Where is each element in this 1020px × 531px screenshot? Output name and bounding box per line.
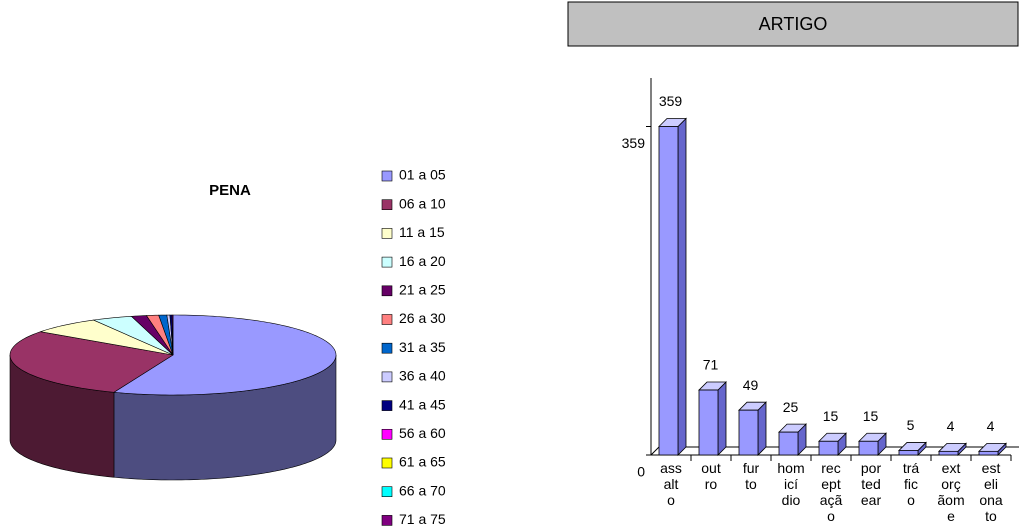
pie-slice <box>40 319 174 356</box>
legend-label: 31 a 35 <box>399 339 446 355</box>
y-tick-label: 359 <box>622 135 646 151</box>
legend-swatch <box>381 228 393 239</box>
x-tick-label: por ted ear <box>861 460 882 508</box>
x-tick-label: rec ept açã o <box>820 460 843 524</box>
data-label: 359 <box>659 93 683 109</box>
legend-label: 36 a 40 <box>399 368 446 384</box>
legend-swatch <box>381 285 393 297</box>
title-box <box>567 1 1019 47</box>
x-tick-label: ext orç ãom e <box>937 460 964 524</box>
x-tick-label: est eli ona to <box>979 460 1003 524</box>
legend-label: 61 a 65 <box>399 454 446 470</box>
legend-swatch <box>381 199 393 210</box>
pie-slice <box>92 316 174 356</box>
legend-label: 21 a 25 <box>399 282 446 298</box>
legend-label: 16 a 20 <box>399 253 446 269</box>
legend-swatch <box>381 486 393 498</box>
legend-label: 56 a 60 <box>399 425 446 441</box>
x-tick-label: hom icí dio <box>777 460 804 508</box>
legend-swatch <box>381 400 393 411</box>
data-label: 4 <box>987 418 995 434</box>
bar <box>778 431 799 456</box>
legend-label: 01 a 05 <box>399 167 446 183</box>
legend-swatch <box>381 314 393 325</box>
legend-label: 06 a 10 <box>399 195 446 211</box>
bar <box>898 450 919 456</box>
legend-swatch <box>381 170 393 182</box>
data-label: 15 <box>863 408 879 424</box>
bar-side <box>677 117 687 456</box>
pie-slice <box>171 314 174 356</box>
bar <box>858 440 879 456</box>
legend-label: 26 a 30 <box>399 310 446 326</box>
pie-title: PENA <box>209 182 251 199</box>
legend-label: 11 a 15 <box>399 224 445 240</box>
legend-swatch <box>381 515 393 526</box>
y-tick-label: 0 <box>637 464 645 480</box>
data-label: 4 <box>947 418 955 434</box>
floor-side <box>650 446 660 456</box>
legend-label: 71 a 75 <box>399 511 446 527</box>
data-label: 5 <box>907 417 915 433</box>
pie-slice <box>9 331 174 393</box>
bar <box>698 389 719 456</box>
x-tick-label: fur to <box>743 460 760 492</box>
legend-swatch <box>381 457 393 469</box>
bar <box>738 409 759 456</box>
legend-swatch <box>381 342 393 354</box>
legend-swatch <box>381 256 393 268</box>
data-label: 15 <box>823 408 839 424</box>
data-label: 49 <box>743 377 759 393</box>
pie-slice <box>113 314 337 396</box>
bar <box>818 440 839 456</box>
bar-side <box>757 401 767 456</box>
x-tick-label: ass alt o <box>660 460 682 508</box>
bar <box>938 450 959 456</box>
data-label: 25 <box>783 399 799 415</box>
legend-label: 66 a 70 <box>399 482 446 498</box>
data-label: 71 <box>703 357 719 373</box>
x-tick-label: trá fic o <box>903 460 920 508</box>
legend-label: 41 a 45 <box>399 396 446 412</box>
bar <box>658 126 679 456</box>
legend-swatch <box>381 371 393 383</box>
x-tick-label: out ro <box>701 460 721 492</box>
bar-side <box>717 381 727 456</box>
legend-swatch <box>381 428 393 440</box>
bar-title: ARTIGO <box>759 14 828 34</box>
bar <box>978 450 999 456</box>
